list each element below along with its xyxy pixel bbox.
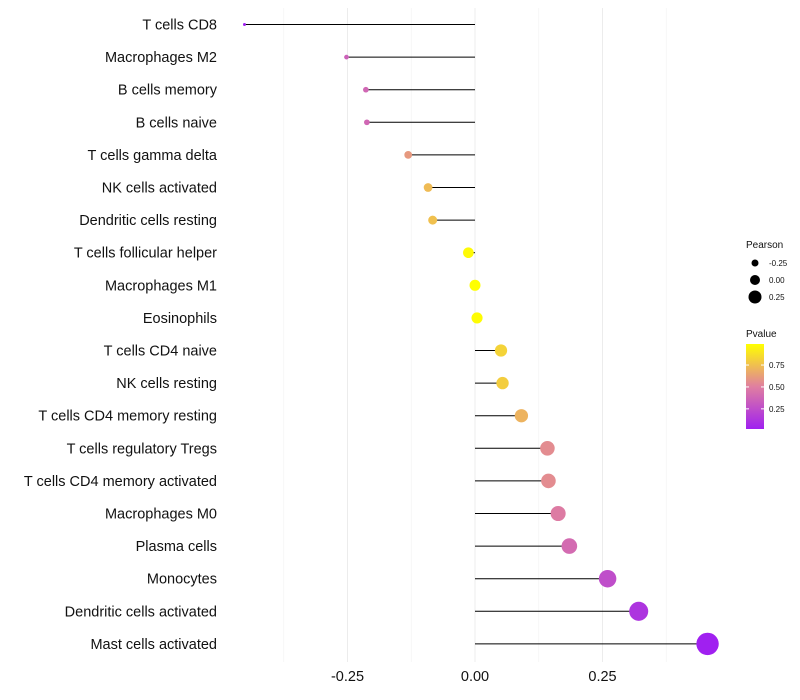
lollipop-point xyxy=(540,441,555,456)
y-axis-label: T cells CD4 memory resting xyxy=(38,409,217,425)
lollipop-point xyxy=(598,569,617,588)
y-axis-label: T cells CD4 memory activated xyxy=(24,474,217,490)
lollipop-point xyxy=(469,279,481,291)
lollipop-point xyxy=(496,376,509,390)
size-legend-label: -0.25 xyxy=(769,259,788,268)
y-axis-label: T cells regulatory Tregs xyxy=(67,441,217,457)
y-axis-label: Plasma cells xyxy=(136,539,217,555)
y-axis-labels: T cells CD8 Macrophages M2 B cells memory B… xyxy=(24,18,218,653)
color-legend-title: Pvalue xyxy=(746,329,777,340)
lollipop-point xyxy=(471,312,483,324)
y-axis-label: T cells gamma delta xyxy=(88,148,218,164)
y-axis-label: Eosinophils xyxy=(143,311,217,327)
lollipop-point xyxy=(494,344,508,357)
size-legend-key xyxy=(751,259,759,267)
lollipop-point xyxy=(364,119,370,126)
y-axis-label: NK cells resting xyxy=(116,376,217,392)
y-axis-label: Monocytes xyxy=(147,572,217,588)
y-axis-label: T cells CD8 xyxy=(142,18,217,34)
y-axis-label: B cells memory xyxy=(118,83,218,99)
lollipop-point xyxy=(541,473,556,489)
lollipop-point xyxy=(696,632,719,656)
color-legend-label: 0.25 xyxy=(769,405,785,414)
lollipop-point xyxy=(463,247,474,259)
lollipop-point xyxy=(428,215,438,225)
lollipop-point xyxy=(514,409,529,423)
lollipop-point xyxy=(629,601,649,621)
y-axis-label: Dendritic cells resting xyxy=(79,213,217,229)
x-tick-label: 0.25 xyxy=(588,669,616,685)
y-axis-label: NK cells activated xyxy=(102,181,217,197)
lollipop-point xyxy=(363,86,369,93)
y-axis-label: Dendritic cells activated xyxy=(65,604,217,620)
lollipop-point xyxy=(423,183,433,192)
x-tick-label: 0.00 xyxy=(461,669,489,685)
color-legend-label: 0.50 xyxy=(769,383,785,392)
y-axis-label: T cells follicular helper xyxy=(74,246,217,262)
y-axis-label: T cells CD4 naive xyxy=(104,344,217,360)
lollipop-point xyxy=(344,54,349,60)
lollipop-point xyxy=(242,23,246,26)
size-legend-title: Pearson xyxy=(746,240,783,251)
lollipop-points xyxy=(242,23,719,656)
color-legend-label: 0.75 xyxy=(769,361,785,370)
lollipop-point xyxy=(404,151,413,159)
y-axis-label: Mast cells activated xyxy=(90,637,217,653)
size-legend: Pearson -0.25 0.00 0.25 xyxy=(746,240,788,304)
x-axis-tick-labels: -0.25 0.00 0.25 xyxy=(331,669,617,685)
color-legend: Pvalue 0.75 0.50 0.25 xyxy=(746,329,785,429)
lollipop-point xyxy=(561,538,578,554)
color-legend-bar xyxy=(746,344,764,429)
grid-lines xyxy=(283,8,667,662)
size-legend-label: 0.25 xyxy=(769,293,785,302)
y-axis-label: Macrophages M0 xyxy=(105,507,217,523)
size-legend-key xyxy=(748,290,762,304)
size-legend-key xyxy=(750,275,760,285)
size-legend-label: 0.00 xyxy=(769,276,785,285)
y-axis-label: Macrophages M1 xyxy=(105,278,217,294)
y-axis-label: Macrophages M2 xyxy=(105,50,217,66)
lollipop-sticks xyxy=(244,24,708,645)
y-axis-label: B cells naive xyxy=(136,115,217,131)
lollipop-point xyxy=(550,505,566,522)
x-tick-label: -0.25 xyxy=(331,669,364,685)
